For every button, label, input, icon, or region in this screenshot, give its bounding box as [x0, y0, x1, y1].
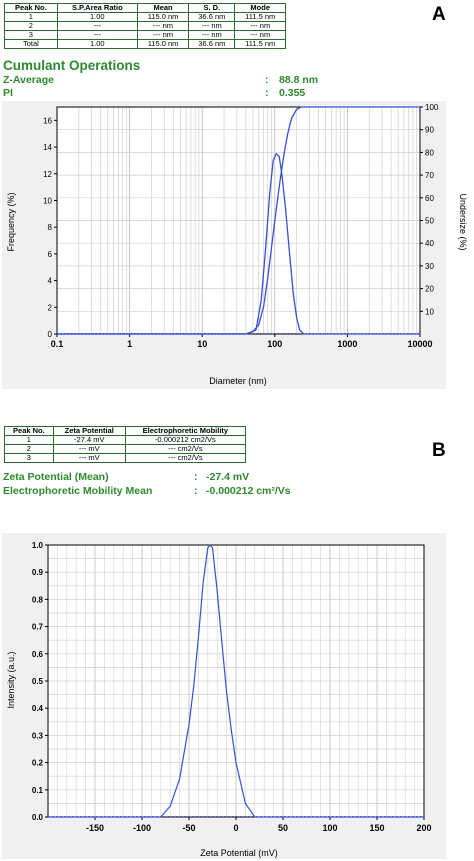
y2-tick-label: 70	[425, 171, 434, 180]
size-y-axis-label: Frequency (%)	[6, 192, 16, 251]
y-tick-label: 0.5	[32, 677, 44, 686]
y-tick-label: 14	[43, 143, 52, 152]
pi-label: PI	[3, 87, 13, 99]
zeta-mean-label: Zeta Potential (Mean)	[3, 471, 109, 483]
cumulant-stats: Z-Average : 88.8 nm PI : 0.355	[0, 74, 474, 102]
y-tick-label: 0.0	[32, 813, 44, 822]
table-row: 3 --- mV --- cm2/Vs	[4, 453, 247, 463]
x-tick-label: 0.1	[51, 339, 64, 349]
zeta-chart-grid	[47, 544, 425, 818]
y-tick-label: 0.8	[32, 595, 44, 604]
y-tick-label: 8	[48, 223, 53, 232]
y-tick-label: 10	[43, 196, 52, 205]
size-chart-marks	[57, 106, 420, 335]
x-tick-label: 10	[197, 339, 207, 349]
pi-sep: :	[265, 87, 269, 99]
zeta-chart-marks	[48, 544, 424, 818]
y2-tick-label: 40	[425, 239, 434, 248]
table-row: Total 1.00 115.0 nm 36.6 nm 111.5 nm	[4, 39, 286, 49]
x-tick-label: -150	[86, 823, 104, 833]
table-cell: 115.0 nm	[136, 39, 190, 49]
y2-tick-label: 30	[425, 262, 434, 271]
x-tick-label: 100	[267, 339, 282, 349]
y-tick-label: 1.0	[32, 541, 44, 550]
x-tick-label: 200	[416, 823, 431, 833]
x-tick-label: 1000	[337, 339, 357, 349]
x-tick-label: 10000	[407, 339, 432, 349]
y-tick-label: 0.7	[32, 623, 44, 632]
x-tick-label: 0	[233, 823, 238, 833]
y2-tick-label: 60	[425, 194, 434, 203]
x-tick-label: 50	[278, 823, 288, 833]
y-tick-label: 0.1	[32, 786, 44, 795]
size-chart-grid	[56, 106, 420, 335]
y2-tick-label: 100	[425, 103, 439, 112]
size-chart-axes: 0.1 1 10 100 1000 10000 0 2 4 6 8 10 12 14 16 10 20 30 40 5…	[43, 103, 439, 349]
table-cell: 36.6 nm	[188, 39, 236, 49]
mobility-mean-value: -0.000212 cm²/Vs	[206, 485, 291, 497]
zeta-stats: Zeta Potential (Mean) : -27.4 mV Electro…	[0, 471, 474, 499]
y2-tick-label: 90	[425, 126, 434, 135]
y2-tick-label: 20	[425, 285, 434, 294]
table-cell: --- cm2/Vs	[124, 453, 247, 463]
zeta-mean-sep: :	[194, 471, 198, 483]
cumulant-title: Cumulant Operations	[3, 58, 141, 73]
panel-b-letter: B	[432, 440, 446, 461]
zeta-y-axis-label: Intensity (a.u.)	[6, 651, 16, 708]
x-tick-label: -50	[182, 823, 195, 833]
zeta-series-line	[48, 544, 424, 818]
x-tick-label: 150	[369, 823, 384, 833]
zeta-peak-table: Peak No. Zeta Potential Electrophoretic …	[4, 426, 247, 463]
y-tick-label: 6	[48, 250, 53, 259]
y-tick-label: 0.3	[32, 731, 44, 740]
y-tick-label: 2	[48, 303, 53, 312]
size-x-axis-label: Diameter (nm)	[209, 376, 267, 386]
undersize-series-line	[57, 106, 420, 335]
mobility-mean-label: Electrophoretic Mobility Mean	[3, 485, 153, 497]
size-y2-axis-label: Undersize (%)	[458, 193, 468, 250]
frequency-series-line	[57, 152, 420, 335]
z-average-label: Z-Average	[3, 74, 54, 86]
mobility-mean-sep: :	[194, 485, 198, 497]
y2-tick-label: 10	[425, 307, 434, 316]
z-average-sep: :	[265, 74, 269, 86]
y-tick-label: 16	[43, 116, 52, 125]
size-peak-table: Peak No. S.P.Area Ratio Mean S. D. Mode …	[4, 3, 286, 49]
y2-tick-label: 50	[425, 217, 434, 226]
y-tick-label: 0.2	[32, 759, 44, 768]
zeta-mean-value: -27.4 mV	[206, 471, 250, 483]
table-row: 2 --- --- nm --- nm --- nm	[4, 21, 286, 31]
y-tick-label: 0	[48, 330, 53, 339]
panel-a-letter: A	[432, 4, 446, 25]
y-tick-label: 0.9	[32, 568, 44, 577]
x-tick-label: -100	[133, 823, 151, 833]
pi-value: 0.355	[279, 87, 306, 99]
z-average-value: 88.8 nm	[279, 74, 319, 86]
x-tick-label: 1	[127, 339, 132, 349]
table-cell: 111.5 nm	[234, 39, 286, 49]
y-tick-label: 0.6	[32, 650, 44, 659]
y-tick-label: 0.4	[32, 704, 44, 713]
zeta-x-axis-label: Zeta Potential (mV)	[200, 848, 278, 858]
x-tick-label: 100	[322, 823, 337, 833]
y2-tick-label: 80	[425, 148, 434, 157]
y-tick-label: 12	[43, 170, 52, 179]
y-tick-label: 4	[48, 277, 53, 286]
